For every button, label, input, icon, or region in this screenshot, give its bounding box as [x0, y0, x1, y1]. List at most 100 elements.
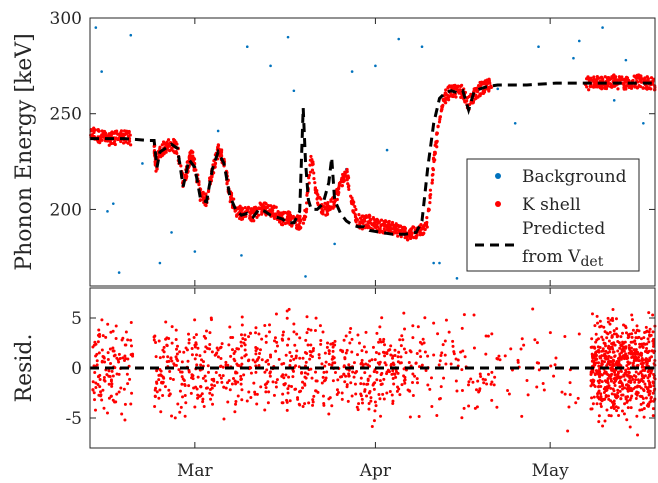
k-shell-point: [270, 206, 274, 210]
k-shell-point: [313, 181, 317, 185]
residual-point: [268, 330, 272, 334]
residual-point: [624, 331, 628, 335]
residual-point: [236, 394, 240, 398]
residual-point: [631, 340, 635, 344]
residual-point: [254, 370, 258, 374]
residual-point: [378, 379, 382, 383]
residual-point: [166, 355, 170, 359]
residual-point: [356, 408, 360, 412]
residual-point: [397, 387, 401, 391]
residual-point: [307, 401, 311, 405]
residual-point: [346, 399, 350, 403]
residual-point: [375, 378, 379, 382]
residual-point: [305, 352, 309, 356]
residual-point: [96, 333, 100, 337]
k-shell-point: [165, 140, 169, 144]
residual-point: [123, 354, 127, 358]
residual-point: [272, 393, 276, 397]
residual-point: [634, 331, 638, 335]
k-shell-point: [601, 77, 605, 81]
residual-point: [478, 387, 482, 391]
residual-point: [598, 319, 602, 323]
residual-point: [178, 389, 182, 393]
k-shell-point: [248, 216, 252, 220]
residual-point: [380, 316, 384, 320]
k-shell-point: [444, 88, 448, 92]
residual-point: [269, 355, 273, 359]
residual-point: [476, 379, 480, 383]
residual-point: [552, 374, 556, 378]
residual-point: [612, 399, 616, 403]
residual-point: [184, 401, 188, 405]
residual-point: [634, 336, 638, 340]
residual-point: [599, 398, 603, 402]
residual-point: [175, 344, 179, 348]
residual-point: [652, 342, 656, 346]
residual-point: [152, 338, 156, 342]
residual-point: [600, 359, 604, 363]
residual-point: [606, 316, 610, 320]
k-shell-point: [194, 168, 198, 172]
residual-point: [264, 334, 268, 338]
residual-y-tick-label: 5: [71, 309, 82, 329]
residual-point: [634, 375, 638, 379]
residual-point: [304, 338, 308, 342]
residual-point: [335, 392, 339, 396]
residual-point: [602, 390, 606, 394]
residual-point: [632, 387, 636, 391]
residual-point: [107, 382, 111, 386]
residual-point: [625, 418, 629, 422]
k-shell-point: [170, 146, 174, 150]
residual-point: [415, 351, 419, 355]
k-shell-point: [155, 167, 159, 171]
residual-point: [568, 393, 572, 397]
residual-point: [287, 337, 291, 341]
residual-point: [610, 335, 614, 339]
background-point: [432, 261, 435, 265]
residual-point: [439, 354, 443, 358]
x-tick-label: Apr: [359, 461, 392, 481]
residual-point: [213, 353, 217, 357]
residual-point: [309, 328, 313, 332]
k-shell-point: [346, 185, 351, 189]
k-shell-point: [429, 192, 433, 197]
k-shell-point: [296, 223, 300, 228]
k-shell-point: [201, 197, 205, 202]
residual-point: [432, 353, 436, 357]
residual-point: [613, 343, 617, 347]
residual-point: [637, 372, 641, 376]
residual-point: [184, 346, 188, 350]
residual-point: [306, 327, 310, 331]
k-shell-point: [354, 207, 358, 212]
residual-point: [204, 379, 208, 383]
residual-point: [253, 392, 257, 396]
background-point: [240, 254, 243, 257]
residual-point: [460, 416, 464, 420]
residual-point: [168, 369, 172, 373]
residual-point: [335, 388, 339, 392]
residual-point: [472, 313, 476, 317]
k-shell-point: [252, 219, 256, 223]
k-shell-point: [469, 100, 473, 104]
residual-point: [592, 379, 596, 383]
residual-point: [129, 353, 133, 357]
k-shell-point: [107, 143, 111, 147]
k-shell-point: [418, 233, 422, 237]
residual-point: [101, 388, 105, 392]
residual-point: [624, 383, 628, 387]
residual-point: [642, 368, 646, 372]
k-shell-point: [357, 212, 361, 217]
residual-point: [95, 359, 99, 363]
residual-point: [275, 378, 279, 382]
k-shell-point: [387, 219, 391, 224]
residual-point: [651, 414, 655, 418]
residual-point: [103, 379, 107, 383]
residual-point: [636, 350, 640, 354]
residual-point: [646, 404, 650, 408]
k-shell-point: [286, 210, 291, 214]
residual-point: [542, 388, 546, 392]
residual-point: [608, 360, 612, 364]
residual-point: [616, 394, 620, 398]
k-shell-point: [345, 167, 349, 172]
residual-point: [375, 331, 379, 335]
